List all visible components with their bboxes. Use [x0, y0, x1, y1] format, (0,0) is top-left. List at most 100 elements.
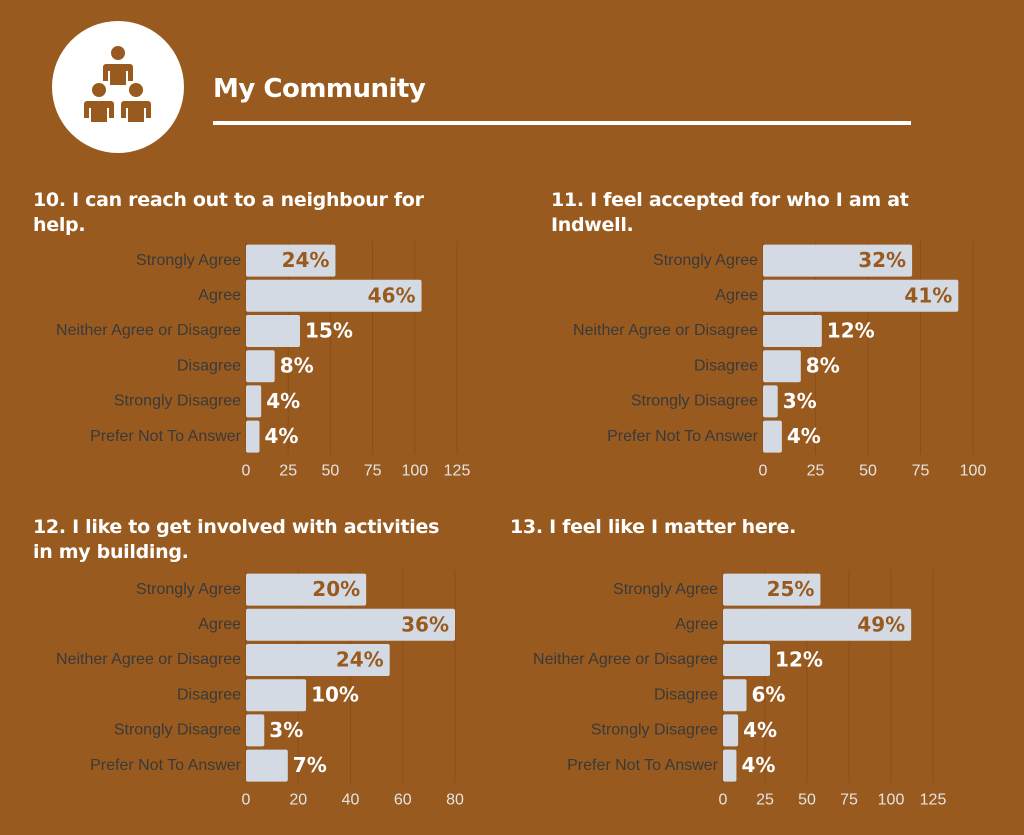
category-label: Strongly Agree [653, 252, 758, 269]
bar [246, 608, 455, 641]
x-tick-label: 75 [840, 791, 858, 808]
category-label: Neither Agree or Disagree [573, 322, 758, 339]
value-label: 4% [265, 424, 299, 448]
value-label: 36% [401, 612, 449, 636]
value-label: 25% [767, 577, 815, 601]
x-tick-label: 50 [322, 462, 340, 479]
x-tick-label: 50 [859, 462, 877, 479]
value-label: 4% [787, 424, 821, 448]
bar [246, 350, 275, 383]
category-label: Prefer Not To Answer [607, 428, 759, 445]
bar [763, 420, 782, 453]
x-tick-label: 60 [394, 791, 412, 808]
x-tick-label: 100 [878, 791, 905, 808]
bar [246, 315, 301, 347]
x-tick-label: 75 [364, 462, 382, 479]
x-tick-label: 80 [446, 791, 464, 808]
category-label: Strongly Disagree [114, 722, 241, 739]
value-label: 3% [269, 718, 303, 742]
value-label: 10% [311, 683, 359, 707]
x-tick-label: 20 [289, 791, 307, 808]
value-label: 8% [806, 354, 840, 378]
bar [246, 385, 262, 418]
bar [723, 714, 739, 747]
category-label: Strongly Disagree [631, 393, 758, 410]
value-label: 20% [312, 577, 360, 601]
value-label: 7% [293, 753, 327, 777]
bar [246, 714, 265, 747]
bar [763, 350, 801, 383]
chart-title: 13. I feel like I matter here. [510, 516, 797, 538]
bar [246, 244, 336, 277]
category-label: Agree [675, 616, 718, 633]
x-tick-label: 100 [960, 462, 987, 479]
value-label: 15% [305, 319, 353, 343]
x-tick-label: 75 [912, 462, 930, 479]
x-tick-label: 100 [401, 462, 428, 479]
value-label: 4% [743, 718, 777, 742]
category-label: Strongly Disagree [591, 722, 718, 739]
x-tick-label: 25 [807, 462, 825, 479]
value-label: 8% [280, 354, 314, 378]
value-label: 49% [857, 612, 905, 636]
x-tick-label: 50 [798, 791, 816, 808]
bar [246, 679, 307, 712]
value-label: 41% [904, 283, 952, 307]
bar [723, 608, 912, 641]
community-icon [84, 46, 151, 122]
category-label: Agree [198, 287, 241, 304]
page-title: My Community [213, 74, 426, 104]
category-label: Prefer Not To Answer [90, 428, 242, 445]
value-label: 46% [368, 283, 416, 307]
x-tick-label: 0 [242, 791, 251, 808]
x-tick-label: 25 [756, 791, 774, 808]
category-label: Neither Agree or Disagree [533, 651, 718, 668]
value-label: 4% [266, 389, 300, 413]
category-label: Strongly Agree [613, 581, 718, 598]
category-label: Agree [715, 287, 758, 304]
bar [246, 644, 390, 676]
value-label: 3% [783, 389, 817, 413]
bar [723, 679, 747, 712]
x-tick-label: 40 [342, 791, 360, 808]
category-label: Agree [198, 616, 241, 633]
value-label: 24% [282, 248, 330, 272]
category-label: Strongly Agree [136, 252, 241, 269]
value-label: 4% [741, 753, 775, 777]
bar [763, 385, 778, 418]
chart-title: 11. I feel accepted for who I am at Indw… [551, 189, 909, 236]
bar [763, 244, 913, 277]
value-label: 32% [858, 248, 906, 272]
bar [246, 420, 260, 453]
bar [723, 573, 821, 606]
value-label: 6% [752, 683, 786, 707]
category-label: Neither Agree or Disagree [56, 322, 241, 339]
bar [723, 749, 737, 782]
x-tick-label: 25 [279, 462, 297, 479]
bar [763, 315, 822, 347]
x-tick-label: 125 [444, 462, 471, 479]
bar [723, 644, 771, 676]
category-label: Strongly Disagree [114, 393, 241, 410]
x-tick-label: 125 [920, 791, 947, 808]
x-tick-label: 0 [719, 791, 728, 808]
bar [246, 573, 367, 606]
category-label: Prefer Not To Answer [90, 757, 242, 774]
icon-circle [52, 21, 184, 153]
chart-title: 12. I like to get involved with activiti… [33, 516, 440, 563]
bar [246, 749, 288, 782]
category-label: Disagree [177, 686, 241, 703]
bar [763, 279, 959, 312]
chart-title: 10. I can reach out to a neighbour for h… [33, 189, 424, 236]
value-label: 12% [775, 648, 823, 672]
x-tick-label: 0 [242, 462, 251, 479]
category-label: Disagree [654, 686, 718, 703]
category-label: Disagree [177, 357, 241, 374]
value-label: 12% [827, 319, 875, 343]
value-label: 24% [336, 648, 384, 672]
category-label: Neither Agree or Disagree [56, 651, 241, 668]
x-tick-label: 0 [759, 462, 768, 479]
category-label: Prefer Not To Answer [567, 757, 719, 774]
